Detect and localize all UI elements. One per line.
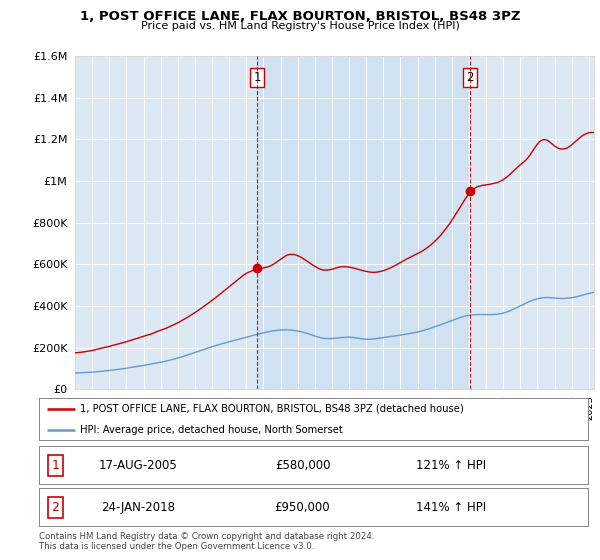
Text: £580,000: £580,000 — [275, 459, 330, 472]
Text: 1: 1 — [253, 71, 261, 84]
Text: 17-AUG-2005: 17-AUG-2005 — [98, 459, 177, 472]
Text: 1: 1 — [52, 459, 59, 472]
Text: 1, POST OFFICE LANE, FLAX BOURTON, BRISTOL, BS48 3PZ: 1, POST OFFICE LANE, FLAX BOURTON, BRIST… — [80, 10, 520, 22]
Text: HPI: Average price, detached house, North Somerset: HPI: Average price, detached house, Nort… — [80, 426, 343, 435]
Text: Price paid vs. HM Land Registry's House Price Index (HPI): Price paid vs. HM Land Registry's House … — [140, 21, 460, 31]
Text: 141% ↑ HPI: 141% ↑ HPI — [416, 501, 486, 514]
Text: 121% ↑ HPI: 121% ↑ HPI — [416, 459, 486, 472]
Text: 2: 2 — [52, 501, 59, 514]
Text: 1, POST OFFICE LANE, FLAX BOURTON, BRISTOL, BS48 3PZ (detached house): 1, POST OFFICE LANE, FLAX BOURTON, BRIST… — [80, 404, 464, 414]
Text: Contains HM Land Registry data © Crown copyright and database right 2024.
This d: Contains HM Land Registry data © Crown c… — [39, 532, 374, 552]
Text: 24-JAN-2018: 24-JAN-2018 — [101, 501, 175, 514]
Bar — [257, 56, 470, 389]
Text: £950,000: £950,000 — [275, 501, 331, 514]
Text: 2: 2 — [466, 71, 474, 84]
